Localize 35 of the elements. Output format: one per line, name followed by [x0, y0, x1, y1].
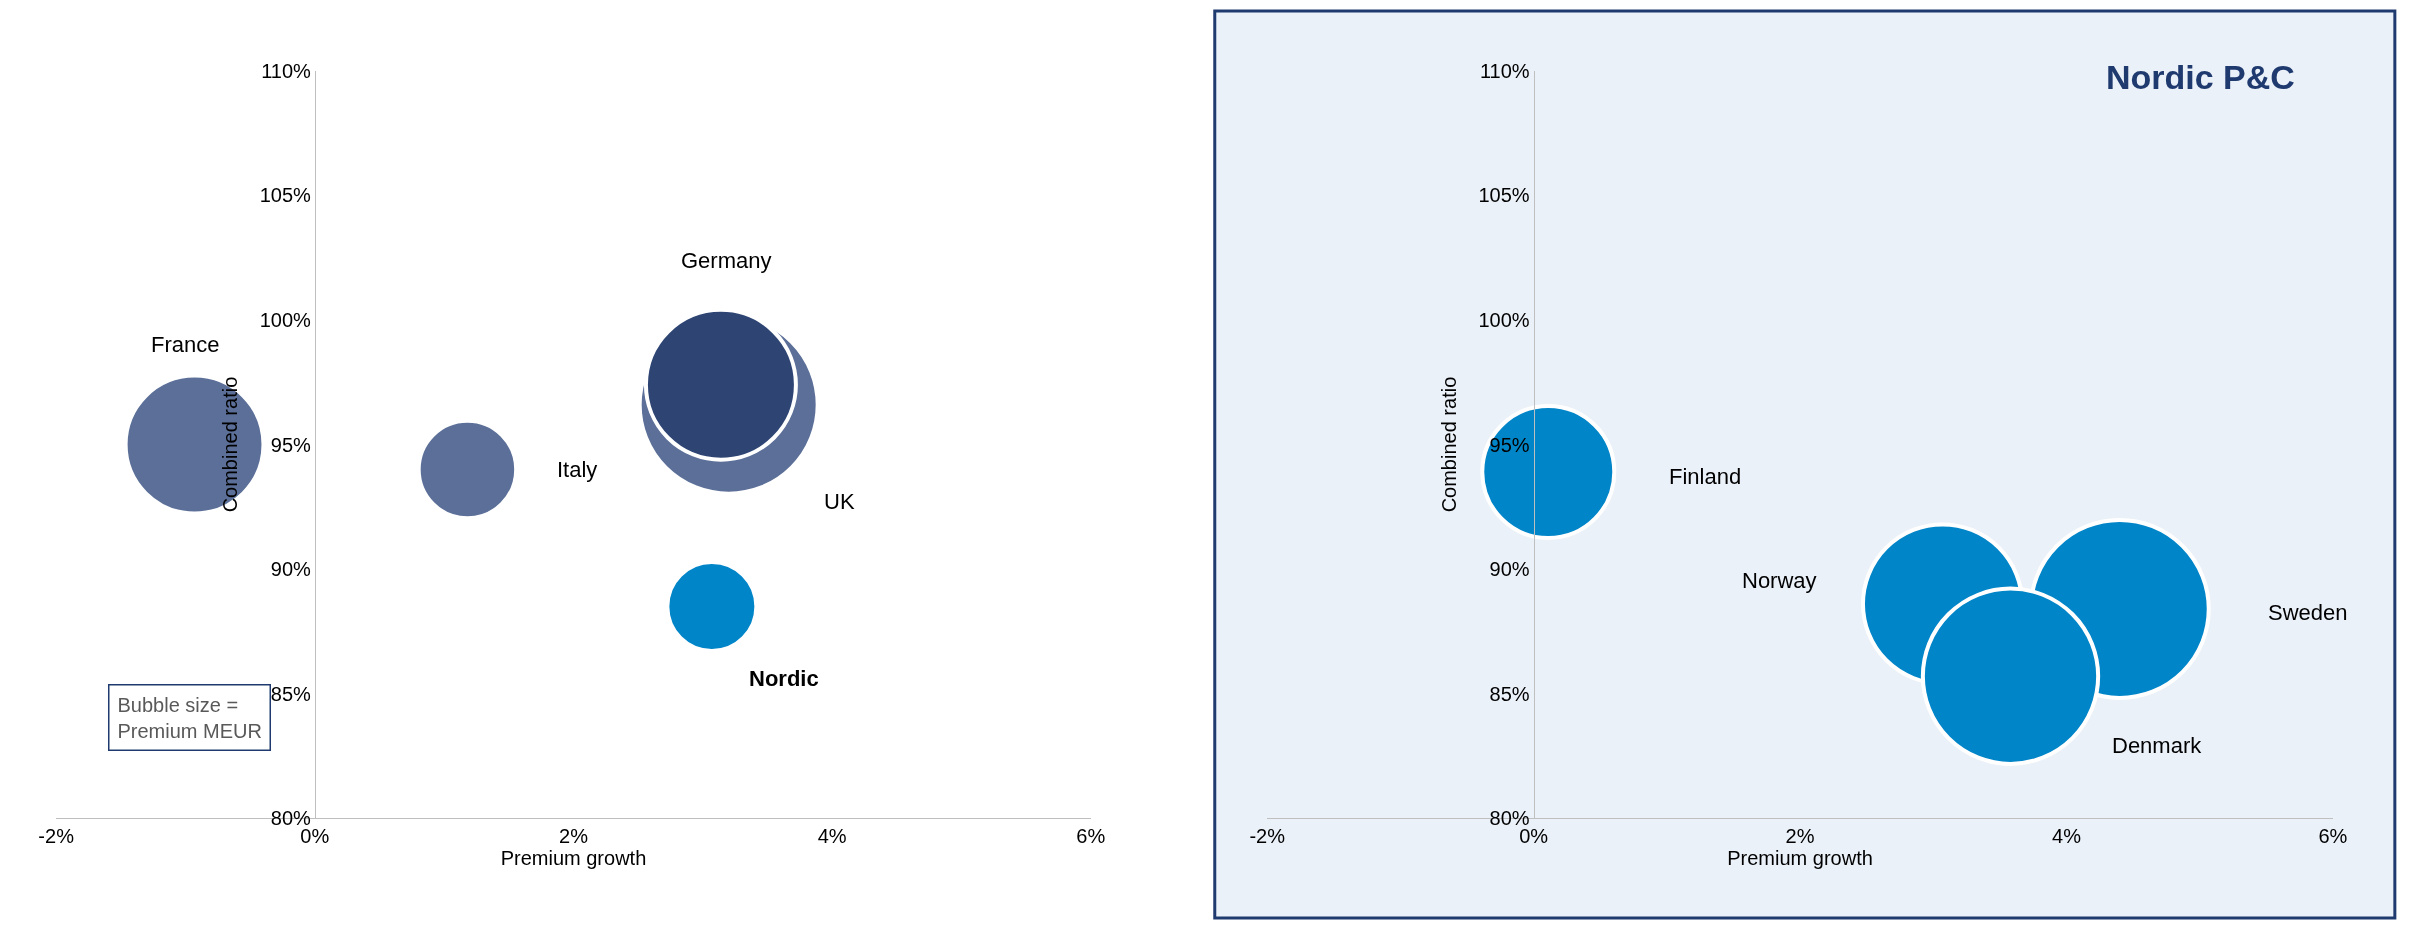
x-axis-title: Premium growth [1727, 847, 1873, 870]
y-tick-label: 90% [1489, 558, 1530, 581]
x-tick-label: -2% [1249, 825, 1286, 848]
chart-title: Nordic P&C [2106, 58, 2295, 96]
series-label: Nordic [749, 666, 819, 691]
annotation: Bubble size = Premium MEUR [117, 693, 262, 742]
series-label: Italy [557, 457, 598, 482]
y-tick-label: 85% [1489, 682, 1530, 705]
y-tick-label: 110% [1479, 59, 1530, 82]
y-tick-label: 95% [270, 433, 312, 456]
y-tick-label: 100% [259, 308, 312, 331]
y-axis-title: Combined ratio [1437, 376, 1460, 513]
x-tick-label: 2% [559, 825, 589, 848]
y-tick-label: 105% [1478, 184, 1530, 207]
x-axis-title: Premium growth [500, 847, 647, 870]
series-label: UK [824, 489, 855, 514]
series-label: France [151, 332, 220, 357]
x-tick-label: -2% [38, 825, 75, 848]
x-tick-label: 4% [2052, 825, 2082, 848]
x-tick-label: 4% [817, 825, 847, 848]
y-tick-label: 105% [259, 184, 312, 207]
series-label: Denmark [2112, 733, 2203, 758]
y-axis-title: Combined ratio [219, 376, 242, 513]
x-tick-label: 2% [1785, 825, 1815, 848]
x-tick-label: 6% [2318, 825, 2348, 848]
y-tick-label: 85% [270, 682, 312, 705]
text: Norway [1742, 568, 1817, 593]
y-tick-label: 90% [270, 558, 312, 581]
y-tick-label: 95% [1489, 433, 1530, 456]
series-label: Germany [681, 248, 772, 273]
text: Finland [1669, 464, 1742, 489]
y-tick-label: 100% [1478, 308, 1530, 331]
text: Sweden [2268, 600, 2348, 625]
y-tick-label: 110% [261, 59, 312, 82]
x-tick-label: 6% [1076, 825, 1106, 848]
